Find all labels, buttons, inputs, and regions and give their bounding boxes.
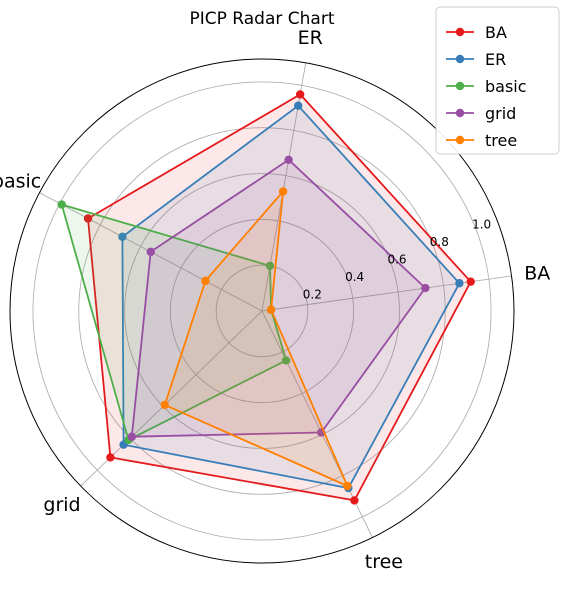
legend: BA ER basic grid tree	[435, 6, 560, 155]
data-point	[57, 200, 66, 209]
data-point	[284, 155, 293, 165]
radial-tick-label: 0.6	[387, 252, 406, 266]
grid-circle	[169, 218, 355, 404]
data-point	[265, 261, 275, 271]
outer-frame	[9, 58, 515, 564]
radar-labels: 0.2 0.4 0.6 0.8 1.0 BA ER basic grid tree	[0, 27, 550, 573]
legend-label: basic	[485, 77, 527, 96]
legend-label: tree	[485, 131, 517, 150]
data-point	[278, 187, 288, 196]
series-line	[163, 190, 349, 487]
legend-label: ER	[485, 50, 506, 69]
data-point	[146, 247, 155, 257]
data-point	[421, 283, 430, 293]
data-point	[106, 453, 115, 462]
data-point	[160, 400, 169, 410]
legend-marker	[455, 108, 465, 118]
legend-marker	[455, 135, 465, 145]
chart-title: PICP Radar Chart	[190, 9, 335, 29]
legend-box	[435, 6, 560, 155]
data-point	[266, 305, 276, 314]
series-fill	[88, 94, 471, 501]
data-point	[455, 279, 464, 288]
axis-label: grid	[43, 494, 80, 516]
radial-tick-label: 0.2	[303, 287, 322, 301]
grid-circle	[215, 264, 309, 358]
data-point	[295, 90, 305, 99]
legend-marker	[455, 81, 465, 91]
series-fill	[122, 105, 460, 489]
axis-label: basic	[0, 170, 41, 192]
legend-marker	[455, 27, 465, 37]
radial-tick-label: 1.0	[472, 217, 491, 231]
data-point	[281, 356, 291, 365]
data-point	[201, 276, 210, 286]
legend-label: grid	[485, 104, 516, 123]
radar-series	[57, 90, 475, 505]
radial-tick-label: 0.8	[430, 235, 449, 249]
grid-circle	[32, 81, 492, 541]
axis-label: tree	[365, 551, 403, 573]
series-line	[130, 158, 427, 438]
radial-tick-label: 0.4	[345, 270, 364, 284]
series-line	[121, 104, 461, 490]
data-point	[118, 232, 127, 241]
series-line	[60, 203, 288, 441]
legend-marker	[455, 54, 465, 64]
data-point	[343, 481, 352, 491]
series-fill	[131, 159, 426, 437]
series-fill	[61, 204, 287, 440]
axis-label: BA	[524, 262, 550, 284]
legend-label: BA	[485, 23, 507, 42]
data-point	[350, 496, 359, 505]
axis-label: ER	[298, 27, 323, 49]
data-point	[127, 432, 137, 441]
data-point	[294, 101, 303, 110]
data-point	[83, 214, 93, 223]
series-fill	[164, 191, 348, 486]
data-point	[466, 277, 475, 286]
